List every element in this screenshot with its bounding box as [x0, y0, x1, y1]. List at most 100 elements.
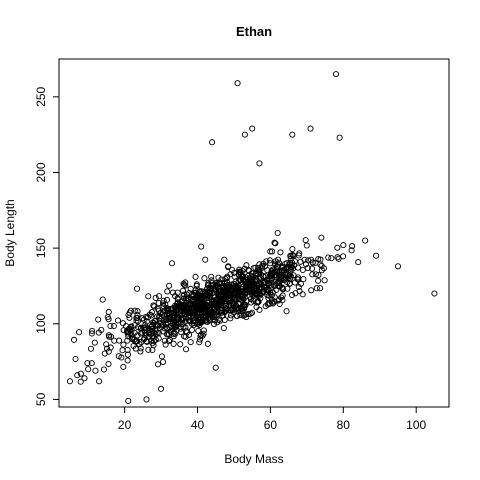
x-tick-label: 60	[264, 418, 278, 432]
data-point	[309, 271, 316, 278]
data-point	[200, 305, 207, 313]
data-point	[267, 270, 275, 277]
data-point	[194, 298, 201, 305]
data-point	[198, 306, 206, 313]
data-point	[248, 270, 255, 277]
data-point	[103, 341, 110, 348]
data-point	[188, 326, 196, 334]
data-point	[227, 307, 234, 314]
data-point	[271, 268, 278, 275]
data-point	[105, 332, 112, 339]
data-point	[237, 312, 244, 319]
data-point	[105, 308, 112, 316]
data-point	[334, 254, 341, 261]
data-point	[243, 262, 250, 269]
data-point	[168, 306, 175, 313]
data-point	[202, 256, 209, 263]
data-point	[177, 328, 185, 336]
data-point	[137, 330, 144, 337]
data-point	[230, 280, 237, 287]
data-point	[279, 292, 286, 299]
data-point	[160, 303, 167, 310]
data-point	[170, 333, 177, 340]
data-points	[66, 71, 438, 405]
data-point	[170, 340, 177, 347]
data-point	[248, 309, 256, 316]
data-point	[229, 266, 236, 273]
data-point	[198, 243, 205, 250]
data-point	[195, 327, 202, 334]
data-point	[220, 286, 227, 293]
data-point	[255, 298, 262, 305]
data-point	[152, 327, 159, 334]
data-point	[77, 370, 84, 377]
data-point	[180, 280, 187, 287]
data-point	[205, 310, 212, 317]
data-point	[146, 330, 153, 337]
data-point	[211, 320, 218, 328]
y-tick-label: 100	[34, 313, 48, 333]
data-point	[279, 272, 286, 279]
data-point	[84, 360, 91, 367]
data-point	[279, 264, 286, 272]
data-point	[114, 317, 122, 324]
data-point	[297, 280, 305, 287]
data-point	[155, 300, 162, 307]
data-point	[140, 316, 147, 323]
data-point	[263, 258, 270, 265]
data-point	[149, 325, 156, 332]
data-point	[253, 290, 260, 297]
data-point	[187, 339, 194, 346]
data-point	[154, 313, 161, 320]
data-point	[246, 293, 253, 300]
data-point	[158, 353, 165, 360]
data-point	[137, 348, 144, 355]
data-point	[228, 302, 235, 309]
data-point	[150, 342, 157, 349]
data-point	[182, 346, 190, 353]
data-point	[268, 296, 275, 303]
data-point	[243, 282, 250, 289]
data-point	[299, 291, 306, 298]
data-point	[204, 282, 211, 289]
data-point	[89, 327, 96, 334]
data-point	[188, 310, 195, 317]
data-point	[227, 315, 234, 322]
data-point	[159, 321, 167, 328]
data-point	[246, 281, 253, 288]
data-point	[210, 306, 217, 313]
data-point	[296, 288, 303, 295]
data-point	[295, 264, 302, 271]
data-point	[233, 292, 241, 299]
data-point	[96, 378, 103, 385]
data-point	[318, 262, 325, 269]
data-point	[308, 265, 316, 272]
data-point	[104, 345, 111, 352]
data-point	[120, 363, 127, 370]
data-point	[325, 254, 332, 261]
data-point	[198, 331, 205, 338]
data-point	[275, 297, 282, 304]
data-point	[131, 322, 138, 329]
data-point	[88, 360, 95, 367]
data-point	[275, 271, 283, 278]
data-point	[161, 325, 168, 332]
data-point	[240, 302, 247, 309]
data-point	[182, 333, 189, 340]
data-point	[239, 294, 246, 302]
data-point	[77, 378, 84, 385]
data-point	[284, 285, 291, 292]
data-point	[174, 295, 181, 302]
data-point	[256, 261, 263, 268]
x-tick-label: 100	[406, 418, 426, 432]
data-point	[196, 321, 203, 328]
data-point	[307, 125, 314, 132]
data-point	[189, 293, 196, 300]
data-point	[203, 285, 210, 293]
data-point	[312, 271, 319, 278]
plot-frame	[58, 58, 450, 408]
data-point	[183, 329, 191, 336]
data-point	[335, 255, 342, 262]
data-point	[119, 347, 126, 354]
data-point	[235, 278, 242, 285]
